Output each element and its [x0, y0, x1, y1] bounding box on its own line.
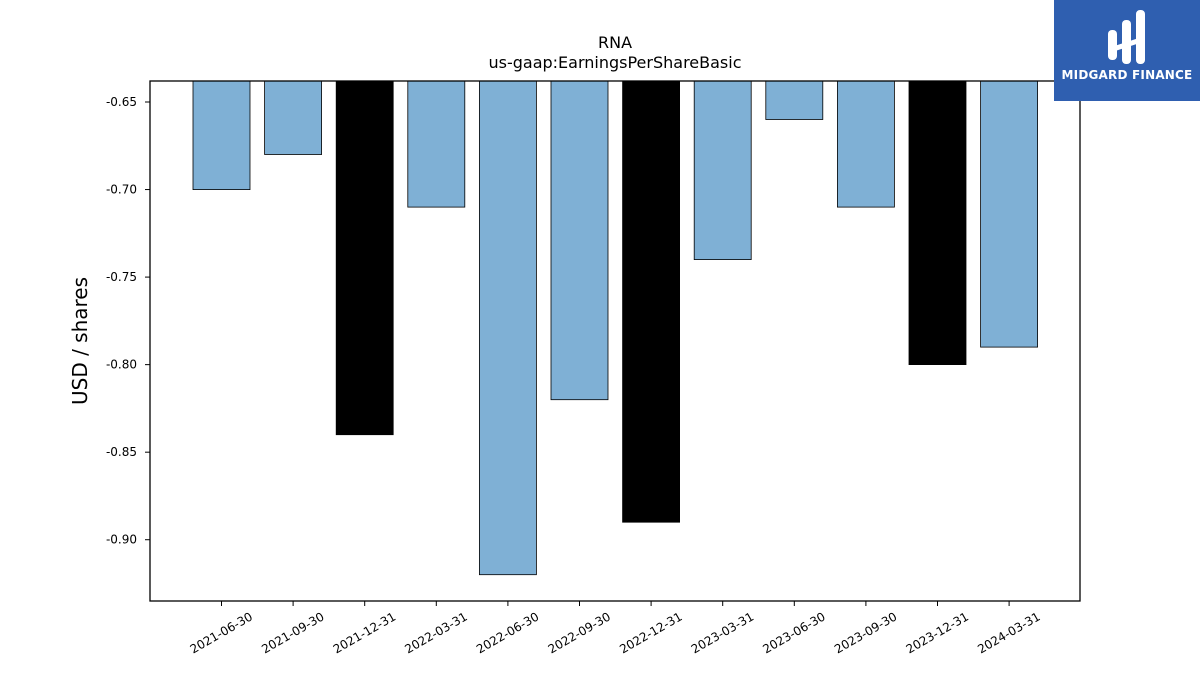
bars-group	[192, 80, 1038, 576]
y-tick-label: -0.75	[106, 270, 137, 284]
y-tick-label: -0.85	[106, 445, 137, 459]
bar-2022-06-30	[478, 80, 537, 576]
y-tick-label: -0.65	[106, 95, 137, 109]
brand-logo: MIDGARD FINANCE	[1054, 0, 1200, 101]
logo-text: MIDGARD FINANCE	[1061, 68, 1193, 82]
x-tick-label: 2023-03-31	[689, 609, 756, 656]
x-tick-label: 2023-06-30	[760, 609, 827, 656]
x-tick-label: 2022-03-31	[402, 609, 469, 656]
chart-subtitle: us-gaap:EarningsPerShareBasic	[488, 53, 741, 72]
x-tick-label: 2022-09-30	[546, 609, 613, 656]
bar-2023-12-31	[908, 80, 967, 366]
bar-2022-09-30	[550, 80, 609, 401]
bar-2022-12-31	[622, 80, 680, 523]
bar-2021-06-30	[192, 80, 251, 190]
y-axis: -0.65 -0.70 -0.75 -0.80 -0.85 -0.90	[106, 95, 150, 547]
bar-2023-09-30	[837, 80, 895, 208]
chart-title: RNA	[598, 33, 632, 52]
y-axis-label: USD / shares	[68, 277, 92, 405]
midgard-logo-icon	[1108, 10, 1146, 64]
plot-frame	[149, 80, 1081, 602]
bar-2022-03-31	[407, 80, 466, 208]
x-tick-label: 2021-12-31	[331, 609, 398, 656]
x-tick-label: 2022-06-30	[474, 609, 541, 656]
y-tick-label: -0.90	[106, 533, 137, 547]
bar-2021-09-30	[264, 80, 323, 155]
x-tick-label: 2021-09-30	[259, 609, 326, 656]
x-tick-label: 2022-12-31	[617, 609, 684, 656]
x-tick-label: 2023-12-31	[904, 609, 971, 656]
x-tick-label: 2021-06-30	[188, 609, 255, 656]
bar-2023-03-31	[693, 80, 752, 261]
y-tick-label: -0.70	[106, 183, 137, 197]
bar-2023-06-30	[765, 80, 824, 120]
x-tick-label: 2024-03-31	[975, 609, 1042, 656]
bar-2024-03-31	[980, 80, 1038, 348]
x-axis: 2021-06-30 2021-09-30 2021-12-31 2022-03-31…	[188, 601, 1043, 656]
x-tick-label: 2023-09-30	[832, 609, 899, 656]
bar-2021-12-31	[335, 80, 394, 436]
y-tick-label: -0.80	[106, 358, 137, 372]
